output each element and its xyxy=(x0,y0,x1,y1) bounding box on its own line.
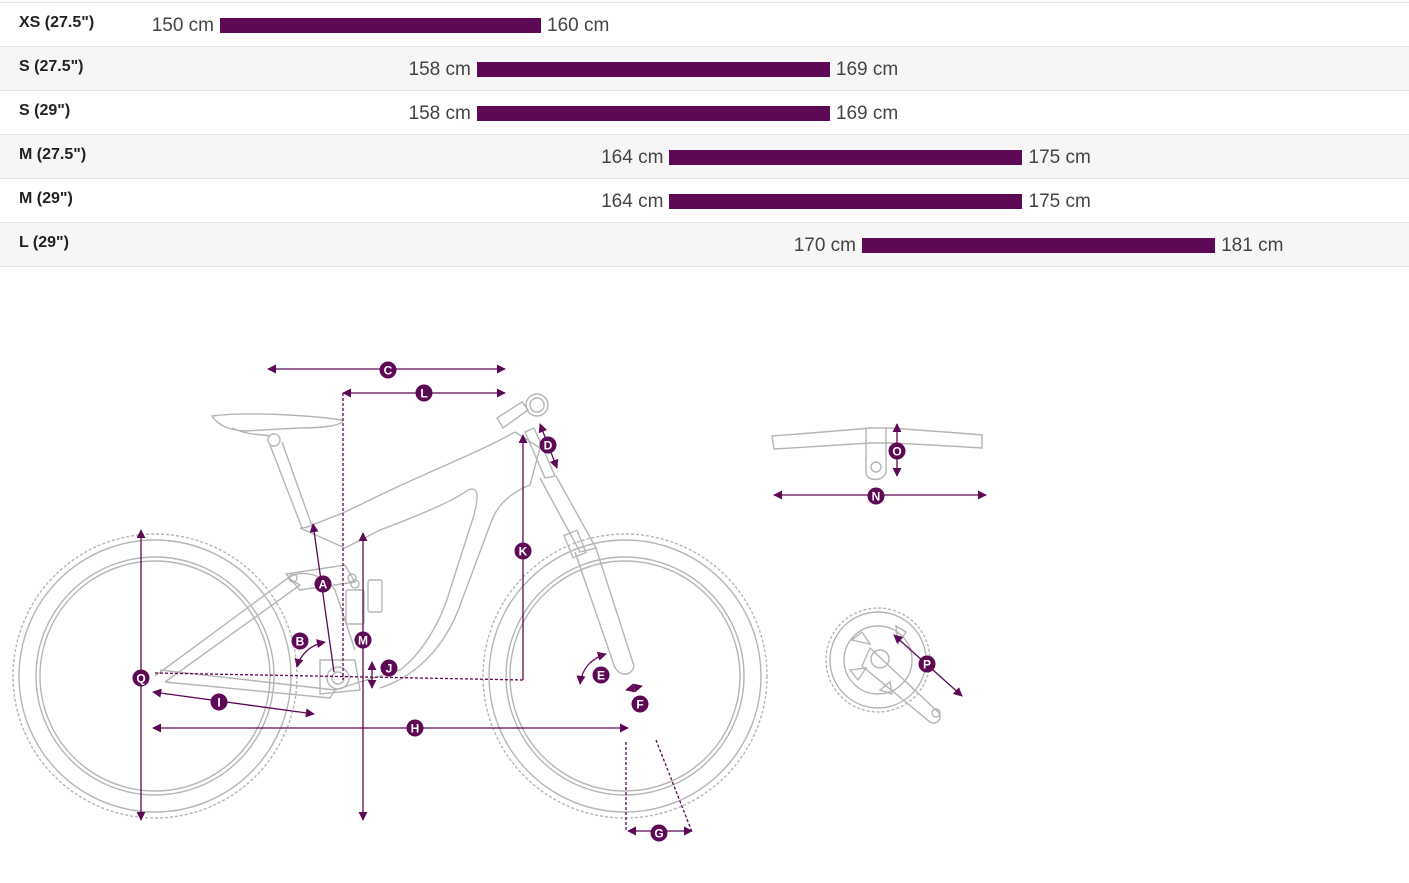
size-label: M (27.5") xyxy=(19,146,87,163)
marker-d: D xyxy=(539,436,557,454)
marker-b: B xyxy=(291,632,309,650)
range-min: 164 cm xyxy=(601,147,664,168)
range-bar xyxy=(476,62,830,77)
svg-text:K: K xyxy=(519,545,528,559)
svg-text:O: O xyxy=(892,445,901,459)
geometry-diagram: C L D K A B M J Q I H E F G O N P xyxy=(0,290,1409,883)
bike-illustration xyxy=(12,393,768,819)
size-row: M (27.5") 164 cm 175 cm xyxy=(0,135,1409,179)
svg-text:B: B xyxy=(296,635,305,649)
marker-h: H xyxy=(406,719,424,737)
size-label: S (29") xyxy=(19,102,71,119)
size-label: M (29") xyxy=(19,190,73,207)
range-min: 164 cm xyxy=(601,191,664,212)
svg-text:M: M xyxy=(358,634,368,648)
marker-i: I xyxy=(210,693,228,711)
svg-text:C: C xyxy=(384,364,393,378)
handlebar-illustration xyxy=(771,427,983,481)
marker-q: Q xyxy=(132,669,150,687)
range-bar xyxy=(862,238,1216,253)
marker-o: O xyxy=(888,442,906,460)
size-chart: XS (27.5") 150 cm 160 cm S (27.5") 158 c… xyxy=(0,2,1409,267)
svg-text:G: G xyxy=(654,827,663,841)
range-max: 175 cm xyxy=(1028,191,1091,212)
size-row: S (27.5") 158 cm 169 cm xyxy=(0,47,1409,91)
size-label: S (27.5") xyxy=(19,58,84,75)
svg-text:F: F xyxy=(636,698,643,712)
size-label: XS (27.5") xyxy=(19,14,95,31)
svg-text:H: H xyxy=(411,722,420,736)
svg-text:D: D xyxy=(544,439,553,453)
marker-p: P xyxy=(918,655,936,673)
marker-f: F xyxy=(631,695,649,713)
marker-c: C xyxy=(379,361,397,379)
marker-a: A xyxy=(314,575,332,593)
range-min: 150 cm xyxy=(151,15,214,36)
range-max: 160 cm xyxy=(547,15,610,36)
size-row: XS (27.5") 150 cm 160 cm xyxy=(0,3,1409,47)
marker-n: N xyxy=(867,487,885,505)
range-max: 169 cm xyxy=(835,103,899,124)
range-min: 158 cm xyxy=(408,59,471,80)
size-row: M (29") 164 cm 175 cm xyxy=(0,179,1409,223)
marker-e: E xyxy=(592,666,610,684)
range-max: 169 cm xyxy=(835,59,899,80)
marker-g: G xyxy=(650,824,668,842)
range-bar xyxy=(220,18,541,33)
svg-text:E: E xyxy=(597,669,605,683)
range-min: 158 cm xyxy=(408,103,471,124)
svg-text:P: P xyxy=(923,658,931,672)
svg-text:Q: Q xyxy=(136,672,145,686)
marker-k: K xyxy=(514,542,532,560)
size-label: L (29") xyxy=(19,234,69,251)
svg-text:A: A xyxy=(319,578,328,592)
range-max: 175 cm xyxy=(1028,147,1091,168)
svg-text:I: I xyxy=(217,696,220,710)
range-max: 181 cm xyxy=(1221,235,1284,256)
range-bar xyxy=(476,106,830,121)
marker-j: J xyxy=(380,659,398,677)
svg-text:N: N xyxy=(872,490,881,504)
size-row: L (29") 170 cm 181 cm xyxy=(0,223,1409,267)
marker-l: L xyxy=(415,384,433,402)
size-row: S (29") 158 cm 169 cm xyxy=(0,91,1409,135)
marker-m: M xyxy=(354,631,372,649)
svg-text:L: L xyxy=(420,387,427,401)
range-bar xyxy=(669,150,1023,165)
range-min: 170 cm xyxy=(793,235,856,256)
range-bar xyxy=(669,194,1023,209)
svg-text:J: J xyxy=(386,662,393,676)
